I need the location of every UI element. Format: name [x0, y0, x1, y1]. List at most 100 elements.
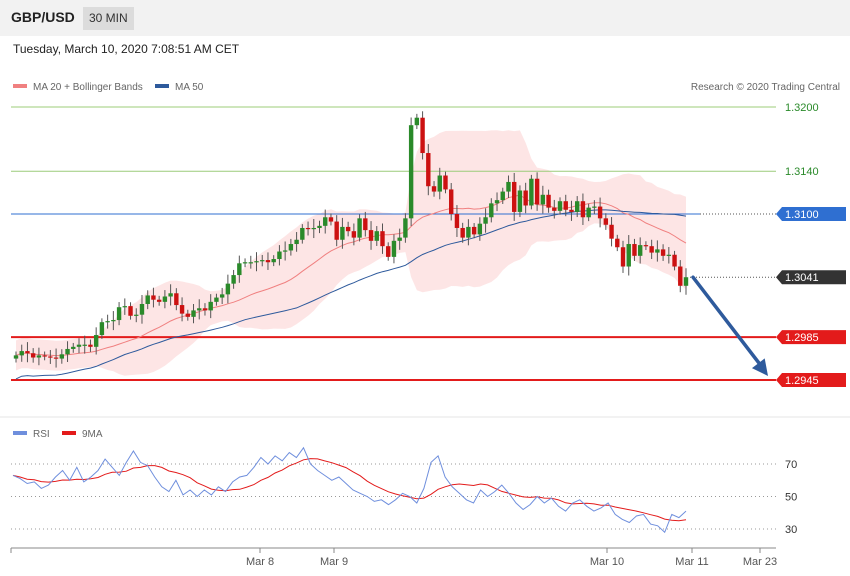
candle-body: [323, 217, 328, 226]
price-tag-box: [776, 373, 846, 387]
candle-body: [300, 227, 305, 240]
candle-body: [420, 117, 425, 154]
candle: [489, 198, 494, 223]
candle-body: [397, 237, 402, 241]
candle-body: [340, 226, 345, 240]
candle: [185, 309, 190, 321]
candle-body: [580, 201, 586, 218]
rsi-panel: 70 50 30: [11, 446, 797, 536]
candle-body: [368, 230, 374, 241]
candle: [237, 255, 242, 283]
candle-body: [351, 231, 357, 238]
candle: [151, 287, 156, 308]
candle-body: [517, 190, 523, 212]
candle: [271, 255, 276, 267]
candle-body: [655, 249, 660, 253]
candle-body: [672, 254, 677, 267]
candle: [111, 311, 116, 331]
ma20-legend-label: MA 20 + Bollinger Bands: [33, 82, 143, 93]
price-tag-label: 1.2985: [785, 332, 819, 344]
candle: [534, 172, 540, 211]
candle: [666, 247, 672, 264]
candle: [655, 240, 660, 262]
candle: [420, 111, 425, 160]
candle: [265, 252, 271, 270]
candle-body: [59, 354, 65, 359]
candle: [460, 222, 465, 243]
candle: [214, 293, 219, 306]
candle: [71, 342, 76, 353]
price-tag-label: 1.3100: [785, 209, 819, 221]
candle-body: [374, 231, 379, 241]
candle: [191, 303, 196, 324]
candle: [466, 219, 471, 246]
candle: [323, 209, 328, 234]
candle-body: [25, 351, 30, 354]
ma20-legend-swatch: [13, 84, 27, 88]
candle: [145, 290, 150, 310]
candle-body: [225, 283, 231, 295]
candle-body: [557, 201, 563, 211]
timeframe-badge[interactable]: 30 MIN: [83, 7, 134, 30]
candle-body: [483, 217, 488, 224]
candle-body: [345, 226, 351, 232]
candle: [500, 187, 505, 204]
candle-body: [431, 186, 437, 192]
rsi-ma-legend-label: 9MA: [82, 429, 103, 440]
candle: [82, 335, 87, 354]
candle: [99, 318, 105, 339]
candle: [512, 172, 517, 221]
candle-body: [637, 245, 643, 256]
candle-body: [540, 194, 546, 205]
rsi-ma-line: [12, 458, 687, 522]
candle-body: [151, 295, 156, 300]
candle: [88, 339, 93, 352]
candle: [557, 197, 563, 215]
candle-body: [191, 310, 196, 317]
candle: [76, 338, 82, 354]
bollinger-fill: [16, 130, 686, 376]
candle: [391, 234, 397, 264]
candle: [620, 240, 626, 273]
candle: [552, 199, 557, 219]
candle: [93, 327, 99, 355]
candle: [328, 213, 334, 226]
candle-body: [426, 153, 431, 187]
candle: [408, 117, 414, 227]
candle: [523, 182, 528, 214]
top-bar: GBP/USD 30 MIN: [0, 0, 850, 36]
candle-body: [328, 217, 334, 222]
candle: [477, 217, 483, 241]
candle-body: [116, 307, 122, 321]
candle-body: [139, 303, 145, 315]
rsi-level-label: 50: [785, 492, 797, 504]
candle-body: [48, 356, 53, 358]
candle: [569, 200, 574, 221]
candle: [156, 295, 162, 306]
ma50-legend-swatch: [155, 84, 169, 88]
candle-body: [76, 344, 82, 347]
candle: [19, 344, 24, 362]
candle: [563, 194, 568, 217]
candle: [116, 302, 122, 326]
candle: [397, 228, 402, 250]
x-tick-label: Mar 10: [590, 556, 624, 568]
candle: [615, 234, 620, 252]
candle-body: [563, 201, 568, 210]
candle-body: [231, 275, 236, 284]
ma20-line: [15, 194, 687, 357]
candle: [277, 245, 282, 266]
candle-body: [156, 299, 162, 302]
candle-body: [386, 246, 391, 257]
candle-body: [219, 294, 225, 298]
x-tick-label: Mar 8: [246, 556, 274, 568]
forecast-arrow: [691, 275, 768, 376]
candle-body: [317, 225, 322, 228]
candle: [48, 350, 53, 364]
candle: [340, 217, 345, 249]
candle-body: [185, 313, 190, 317]
candle: [197, 299, 202, 320]
candle: [368, 221, 374, 250]
candle-body: [128, 306, 133, 316]
candle-body: [626, 244, 631, 267]
